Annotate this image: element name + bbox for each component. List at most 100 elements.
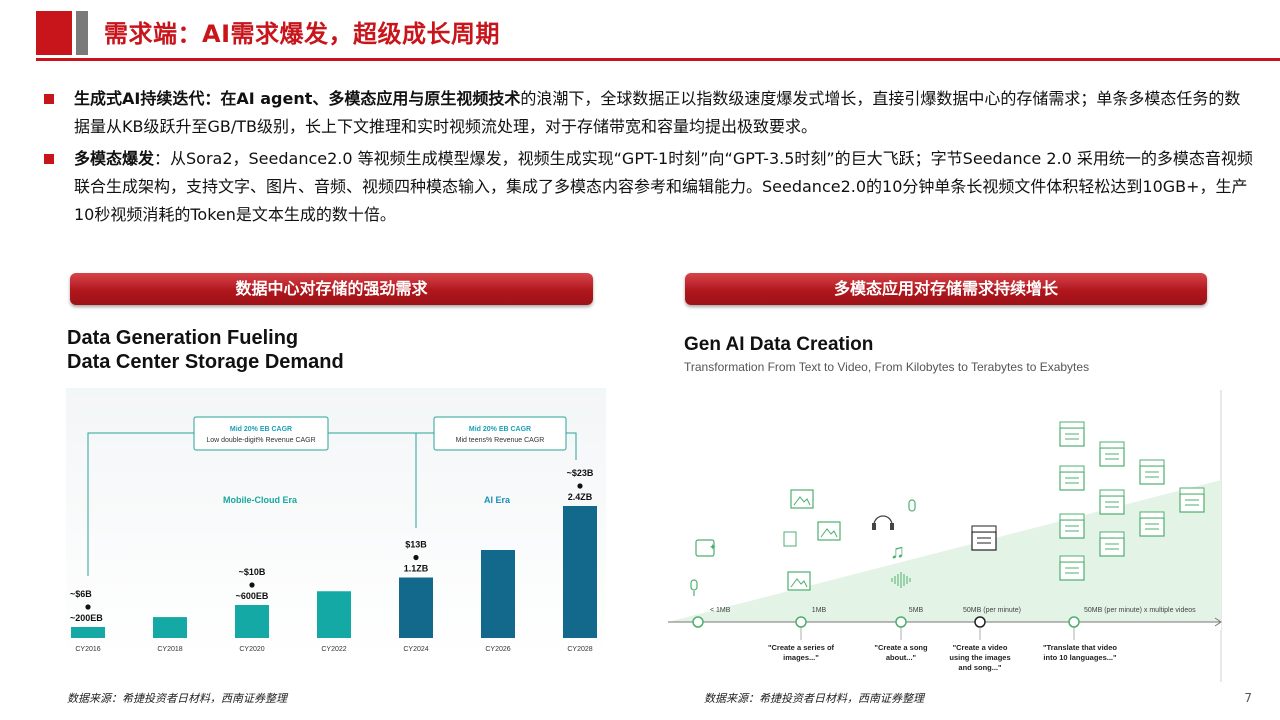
clapperboard-icon bbox=[1059, 471, 1085, 491]
timeline-marker bbox=[1068, 616, 1080, 628]
bar-data-label: ~$23B bbox=[567, 468, 594, 478]
page-number: 7 bbox=[1244, 691, 1252, 705]
cagr-label: Low double-digit% Revenue CAGR bbox=[206, 437, 315, 444]
bullet-1-bold: 生成式AI持续迭代：在AI agent、多模态应用与原生视频技术 bbox=[74, 89, 521, 108]
bullet-square-icon bbox=[44, 154, 54, 164]
bullet-2-text: ：从Sora2，Seedance2.0 等视频生成模型爆发，视频生成实现“GPT… bbox=[74, 149, 1253, 224]
bullet-2-bold: 多模态爆发 bbox=[74, 149, 155, 168]
image-icon-mountain bbox=[820, 528, 838, 538]
left-source-note: 数据来源：希捷投资者日材料，西南证券整理 bbox=[67, 692, 287, 705]
cagr-label: Mid teens% Revenue CAGR bbox=[456, 437, 545, 444]
image-icon-mountain bbox=[793, 496, 811, 506]
x-tick-label: CY2016 bbox=[75, 646, 100, 653]
podcast-mic-icon bbox=[908, 499, 916, 512]
clapperboard-icon bbox=[1099, 495, 1125, 515]
header-divider bbox=[36, 58, 1280, 61]
cagr-label: Mid 20% EB CAGR bbox=[230, 426, 292, 433]
annotation-text: "Create a song bbox=[874, 643, 928, 652]
music-note-icon: ♫ bbox=[890, 541, 905, 563]
timeline-marker bbox=[795, 616, 807, 628]
clapperboard-icon bbox=[971, 531, 997, 551]
bullet-item-1: 生成式AI持续迭代：在AI agent、多模态应用与原生视频技术的浪潮下，全球数… bbox=[44, 85, 1254, 141]
timeline-label: 50MB (per minute) x multiple videos bbox=[1084, 607, 1196, 614]
bar-cy2016 bbox=[71, 627, 105, 638]
bar-dot-marker bbox=[413, 554, 419, 561]
bullet-item-2: 多模态爆发：从Sora2，Seedance2.0 等视频生成模型爆发，视频生成实… bbox=[44, 145, 1254, 229]
bar-data-label: $13B bbox=[405, 540, 427, 550]
clapperboard-icon-top bbox=[971, 525, 997, 533]
bar-data-label: ~600EB bbox=[236, 591, 269, 601]
timeline-label: 50MB (per minute) bbox=[963, 607, 1021, 614]
sparkle-icon: ✦ bbox=[709, 542, 717, 552]
cagr-box bbox=[433, 416, 567, 451]
timeline-label: 5MB bbox=[909, 607, 924, 614]
x-tick-label: CY2022 bbox=[321, 646, 346, 653]
storage-demand-bar-chart: CY2016 CY2018 CY2020 CY2022 CY2024 CY2026 CY20… bbox=[66, 388, 606, 660]
edit-image-icon bbox=[783, 531, 797, 547]
clapperboard-icon bbox=[1059, 561, 1085, 581]
right-panel-banner: 多模态应用对存储需求持续增长 bbox=[685, 273, 1207, 305]
bar-data-label: 1.1ZB bbox=[404, 564, 429, 574]
left-panel-banner: 数据中心对存储的强劲需求 bbox=[70, 273, 593, 305]
bar-data-label: 2.4ZB bbox=[568, 492, 593, 502]
clapperboard-icon bbox=[1059, 427, 1085, 447]
timeline-label: 1MB bbox=[812, 607, 827, 614]
bullet-1-text: 的浪潮下，全球数据正以指数级速度爆发式增长，直接引爆数据中心的存储需求；单条多模… bbox=[74, 89, 1241, 136]
clapperboard-icon-top bbox=[1179, 487, 1205, 495]
annotation-text: and song..." bbox=[958, 663, 1002, 672]
bar-chart-marks: CY2016 CY2018 CY2020 CY2022 CY2024 CY2026 CY20… bbox=[70, 416, 597, 653]
clapperboard-icon-top bbox=[1139, 511, 1165, 519]
annotation-text: "Create a series of bbox=[768, 643, 835, 652]
clapperboard-icon bbox=[1099, 447, 1125, 467]
x-tick-label: CY2018 bbox=[157, 646, 182, 653]
bar-data-label: ~$10B bbox=[239, 567, 266, 577]
left-chart-title-line2: Data Center Storage Demand bbox=[67, 351, 344, 373]
headphones-icon-right bbox=[890, 523, 894, 530]
wedge-mask bbox=[668, 622, 1221, 630]
image-icon-mountain bbox=[790, 578, 808, 588]
cagr-box bbox=[193, 416, 329, 451]
annotation-text: into 10 languages..." bbox=[1043, 653, 1117, 662]
timeline-marker bbox=[974, 616, 986, 628]
chat-icon bbox=[695, 539, 715, 557]
clapperboard-icon-top bbox=[1059, 555, 1085, 563]
bullet-square-icon bbox=[44, 94, 54, 104]
x-tick-label: CY2028 bbox=[567, 646, 592, 653]
cagr-label: Mid 20% EB CAGR bbox=[469, 426, 531, 433]
microphone-icon bbox=[690, 579, 698, 591]
clapperboard-icon bbox=[1099, 537, 1125, 557]
era-bracket-mobile-cloud bbox=[87, 432, 194, 576]
clapperboard-icon-top bbox=[1099, 531, 1125, 539]
timeline-marker bbox=[692, 616, 704, 628]
clapperboard-icon bbox=[1139, 465, 1165, 485]
timeline-marker bbox=[895, 616, 907, 628]
clapperboard-icon-top bbox=[1099, 489, 1125, 497]
annotation-text: about..." bbox=[886, 653, 917, 662]
gen-ai-data-creation-chart: < 1MB 1MB 5MB 50MB (per minute) 50MB (per mi… bbox=[668, 390, 1222, 682]
clapperboard-icon-top bbox=[1059, 421, 1085, 429]
left-chart-title-line1: Data Generation Fueling bbox=[67, 327, 299, 349]
header-accent-gray bbox=[76, 11, 88, 55]
timeline-label: < 1MB bbox=[710, 607, 731, 614]
annotation-text: using the images bbox=[949, 653, 1010, 662]
bar-cy2028 bbox=[563, 506, 597, 638]
era-label-ai: AI Era bbox=[484, 495, 511, 505]
header-accent-red bbox=[36, 11, 72, 55]
right-chart-title: Gen AI Data Creation bbox=[684, 334, 874, 355]
bar-cy2018 bbox=[153, 617, 187, 638]
clapperboard-icon bbox=[1139, 517, 1165, 537]
timeline-arrow-icon bbox=[1214, 617, 1222, 627]
headphones-icon-left bbox=[872, 523, 876, 530]
bar-cy2026 bbox=[481, 550, 515, 638]
bar-dot-marker bbox=[577, 483, 583, 489]
headphones-icon bbox=[873, 515, 893, 526]
x-tick-label: CY2026 bbox=[485, 646, 510, 653]
right-chart-subtitle: Transformation From Text to Video, From … bbox=[684, 360, 1090, 374]
annotation-text: "Create a video bbox=[953, 643, 1008, 652]
bar-data-label: ~$6B bbox=[70, 589, 92, 599]
era-label-mobile-cloud: Mobile-Cloud Era bbox=[223, 495, 298, 505]
bar-cy2024 bbox=[399, 577, 433, 638]
clapperboard-icon bbox=[1179, 493, 1205, 513]
era-bracket-ai bbox=[566, 432, 577, 460]
growth-wedge bbox=[668, 480, 1221, 622]
